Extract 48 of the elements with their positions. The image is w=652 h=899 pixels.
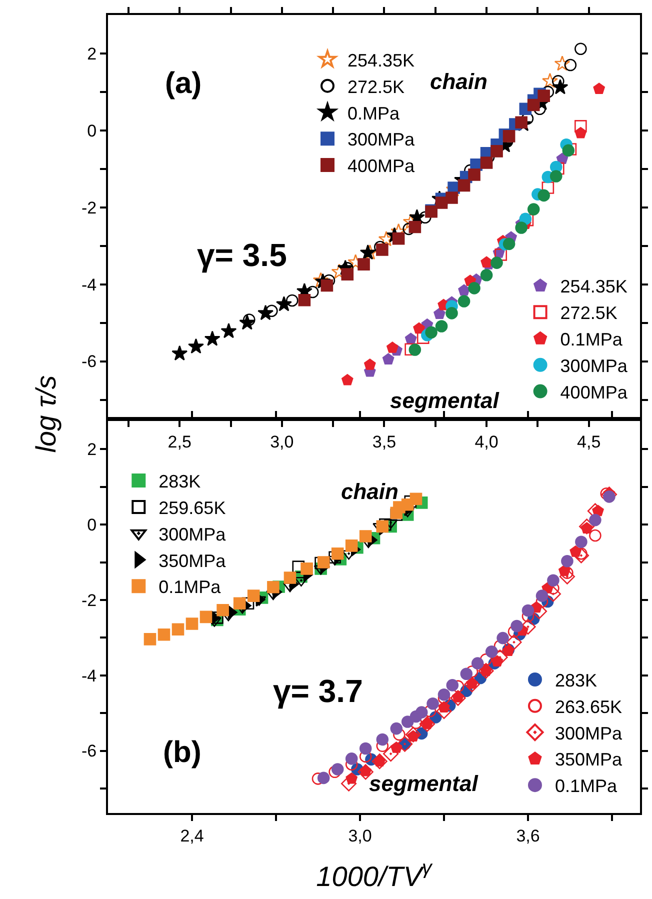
x-tick-label: 2,4 [180, 826, 204, 846]
legend-label: 300MPa [158, 524, 227, 544]
annotation: γ= 3.7 [273, 673, 363, 709]
y-tick-label: -2 [81, 198, 97, 218]
legend-label: 272.5K [560, 303, 618, 324]
legend-label: 263.65K [554, 696, 622, 717]
y-tick-label: 2 [87, 440, 97, 460]
legend-label: 350MPa [554, 750, 624, 770]
x-tick-label: 3,0 [348, 826, 372, 846]
annotation: chain [341, 479, 398, 504]
y-tick-label: 2 [87, 44, 97, 64]
y-tick-label: -2 [81, 590, 97, 610]
legend-label: 259.65K [158, 498, 226, 518]
x-tick-label: 4,0 [474, 432, 498, 452]
legend-label: 254.35K [560, 276, 628, 297]
annotation: segmental [390, 388, 500, 413]
x-tick-label: 3,5 [372, 432, 396, 452]
y-tick-label: -6 [81, 742, 97, 761]
legend-label: 300MPa [348, 130, 416, 150]
y-tick-label: 0 [87, 121, 97, 140]
legend-label: 283K [158, 472, 201, 492]
y-axis-title: log τ/s [30, 375, 62, 453]
annotation: γ= 3.5 [197, 237, 287, 273]
annotation: chain [430, 69, 488, 94]
legend-label: 300MPa [554, 723, 624, 744]
legend-label: 0.MPa [348, 103, 401, 124]
y-tick-label: 0 [87, 516, 97, 535]
legend-label: 272.5K [348, 76, 405, 97]
x-tick-label: 3,6 [516, 826, 540, 846]
legend-label: 0.1MPa [158, 577, 222, 598]
legend-label: 254.35K [348, 50, 415, 70]
legend-label: 400MPa [348, 156, 416, 176]
x-tick-label: 2,5 [168, 432, 192, 452]
x-tick-label: 3,0 [270, 432, 294, 452]
x-tick-label: 4,5 [577, 432, 601, 452]
legend-label: 0.1MPa [554, 776, 618, 796]
legend-label: 283K [554, 670, 598, 691]
y-tick-label: -6 [81, 352, 97, 372]
y-tick-label: -4 [81, 666, 97, 686]
annotation: (b) [163, 736, 202, 769]
x-axis-title: 1000/TV$^{γ}$ [316, 857, 434, 892]
legend-label: 300MPa [560, 356, 628, 376]
legend-label: 400MPa [560, 382, 628, 402]
y-tick-label: -4 [81, 275, 97, 294]
annotation: (a) [165, 67, 202, 100]
legend-label: 0.1MPa [560, 330, 624, 350]
legend-label: 350MPa [158, 550, 227, 571]
annotation: segmental [369, 771, 479, 796]
